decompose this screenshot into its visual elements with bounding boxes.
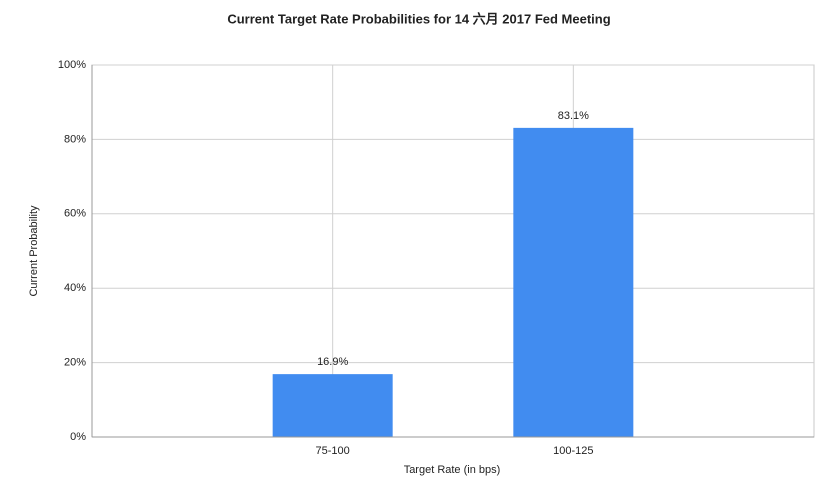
y-tick-label: 100% <box>58 59 86 71</box>
y-tick-label: 0% <box>70 431 86 443</box>
x-tick-label: 75-100 <box>316 445 350 457</box>
y-tick-label: 60% <box>64 208 86 220</box>
y-tick-label: 80% <box>64 133 86 145</box>
y-tick-label: 20% <box>64 357 86 369</box>
y-tick-label: 40% <box>64 282 86 294</box>
y-axis-label: Current Probability <box>28 205 40 297</box>
value-label: 83.1% <box>558 110 589 122</box>
x-tick-label: 100-125 <box>553 445 593 457</box>
x-axis-label: Target Rate (in bps) <box>404 464 501 476</box>
chart-title: Current Target Rate Probabilities for 14… <box>227 11 610 26</box>
bar <box>272 374 393 437</box>
value-label: 16.9% <box>317 356 348 368</box>
bar <box>513 127 634 438</box>
